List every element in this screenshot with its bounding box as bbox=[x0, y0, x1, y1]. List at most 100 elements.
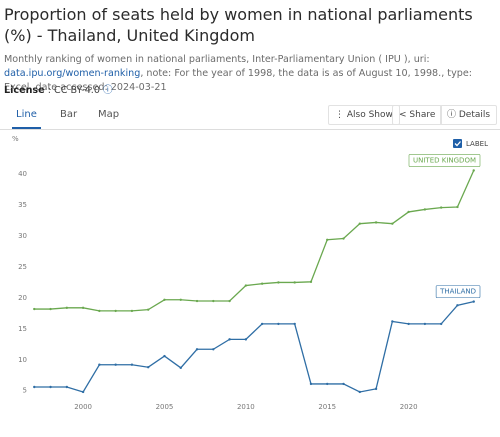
data-point bbox=[33, 385, 36, 389]
data-point bbox=[472, 300, 475, 303]
data-point bbox=[212, 299, 215, 303]
data-point bbox=[309, 382, 313, 386]
data-point bbox=[326, 382, 329, 386]
data-point bbox=[423, 322, 427, 326]
data-point bbox=[342, 237, 345, 240]
share-button[interactable]: < Share bbox=[392, 105, 443, 125]
title: Proportion of seats held by women in nat… bbox=[4, 5, 473, 45]
y-tick-label: 30 bbox=[18, 232, 27, 240]
y-tick-label: 10 bbox=[18, 356, 27, 364]
x-tick-label: 2015 bbox=[318, 403, 336, 411]
data-point bbox=[147, 308, 150, 311]
tab[interactable]: Map bbox=[98, 109, 120, 120]
checkmark bbox=[454, 141, 461, 147]
button-label: Also Show bbox=[346, 110, 393, 120]
data-point bbox=[130, 309, 134, 313]
data-point bbox=[228, 338, 231, 341]
series-label: THAILAND bbox=[435, 285, 481, 298]
details-button[interactable]: ⓘ Details bbox=[440, 105, 498, 125]
license-label: License bbox=[4, 85, 45, 96]
data-point bbox=[195, 348, 199, 351]
data-point bbox=[81, 306, 85, 310]
data-point bbox=[326, 238, 329, 241]
data-point bbox=[277, 322, 280, 326]
source-link[interactable]: data.ipu.org/women-ranking bbox=[4, 68, 141, 79]
data-point bbox=[391, 222, 394, 225]
series-label-box bbox=[435, 285, 481, 298]
button-label: Details bbox=[458, 110, 491, 120]
data-point bbox=[114, 309, 117, 313]
data-point bbox=[358, 222, 361, 225]
data-point bbox=[114, 363, 117, 366]
data-point bbox=[244, 338, 248, 341]
data-point bbox=[65, 385, 69, 389]
y-tick-label: 35 bbox=[18, 201, 27, 209]
data-point bbox=[407, 210, 410, 214]
data-point bbox=[277, 281, 280, 284]
data-point bbox=[260, 282, 264, 285]
tab-bar: Line Bar Map ⋮ Also Show < Share ⓘ Detai… bbox=[0, 101, 500, 130]
data-point bbox=[130, 363, 134, 366]
x-tick-label: 2010 bbox=[237, 403, 255, 411]
data-point bbox=[456, 304, 459, 307]
license-sep: : bbox=[47, 85, 51, 96]
tab[interactable]: Bar bbox=[60, 109, 78, 120]
data-point bbox=[439, 322, 443, 326]
data-point bbox=[374, 221, 378, 224]
y-unit: % bbox=[12, 135, 19, 143]
data-point bbox=[179, 298, 182, 301]
data-point bbox=[179, 366, 182, 370]
y-tick-label: 20 bbox=[18, 294, 27, 302]
data-point bbox=[439, 206, 443, 209]
y-tick-label: 15 bbox=[18, 325, 27, 333]
data-point bbox=[293, 281, 296, 284]
series-label: UNITED KINGDOM bbox=[408, 154, 481, 167]
series-line bbox=[34, 170, 475, 312]
description: Monthly ranking of women in national par… bbox=[4, 53, 496, 95]
x-tick-label: 2020 bbox=[400, 403, 418, 411]
series-label-box bbox=[408, 154, 481, 167]
y-tick-label: 40 bbox=[18, 170, 27, 178]
data-point bbox=[195, 299, 199, 303]
data-point bbox=[309, 280, 313, 284]
data-point bbox=[374, 387, 378, 391]
data-point bbox=[472, 169, 475, 172]
data-point bbox=[163, 298, 166, 301]
data-point bbox=[358, 390, 361, 394]
license-value: CC BY-4.0 bbox=[54, 85, 100, 96]
series-label-text: THAILAND bbox=[439, 288, 476, 296]
label-toggle[interactable]: LABEL bbox=[466, 140, 488, 148]
x-tick-label: 2000 bbox=[74, 403, 92, 411]
label-checkbox[interactable] bbox=[453, 139, 462, 148]
data-point bbox=[98, 363, 101, 366]
data-point bbox=[456, 205, 459, 209]
data-point bbox=[212, 348, 215, 351]
data-point bbox=[260, 322, 264, 326]
data-point bbox=[407, 322, 410, 326]
data-point bbox=[293, 322, 296, 326]
tab[interactable]: Line bbox=[12, 109, 41, 129]
license: License : CC BY-4.0 ⓘ bbox=[4, 82, 113, 96]
button-label: Share bbox=[409, 110, 436, 120]
y-tick-label: 25 bbox=[18, 263, 27, 271]
series-label-text: UNITED KINGDOM bbox=[413, 156, 476, 164]
series-line bbox=[34, 300, 474, 393]
data-point bbox=[98, 309, 101, 313]
data-point bbox=[163, 354, 166, 358]
also-show-button[interactable]: ⋮ Also Show bbox=[328, 105, 400, 125]
data-point bbox=[228, 299, 231, 303]
description-text: Monthly ranking of women in national par… bbox=[4, 54, 430, 65]
data-point bbox=[33, 307, 36, 311]
x-tick-label: 2005 bbox=[156, 403, 174, 411]
data-point bbox=[49, 385, 52, 389]
data-point bbox=[65, 306, 69, 310]
y-tick-label: 5 bbox=[23, 387, 27, 395]
data-point bbox=[391, 320, 394, 323]
note: , note: For the year of 1998, the data i… bbox=[4, 68, 472, 93]
data-point bbox=[147, 366, 150, 369]
data-point bbox=[244, 284, 248, 287]
info-icon[interactable]: ⓘ bbox=[103, 85, 113, 96]
data-point bbox=[423, 208, 427, 211]
data-point bbox=[81, 390, 85, 394]
